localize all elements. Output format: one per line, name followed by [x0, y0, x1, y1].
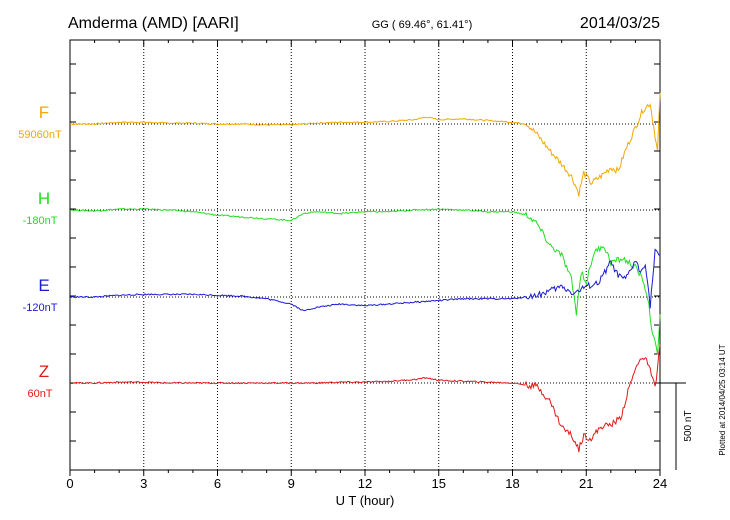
x-tick-label: 0 — [66, 476, 73, 491]
series-name-z: Z — [39, 362, 49, 381]
series-baseline-value-z: 60nT — [27, 388, 52, 400]
geographic-coordinates: GG ( 69.46°, 61.41°) — [372, 19, 473, 31]
series-baseline-value-f: 59060nT — [18, 129, 62, 141]
plot-frame — [69, 39, 661, 471]
x-tick-label: 21 — [579, 476, 593, 491]
x-axis: 0 3 6 9 12 15 18 21 24 — [66, 40, 667, 491]
series-baselines — [70, 123, 660, 384]
series-name-e: E — [38, 276, 49, 295]
x-tick-label: 12 — [358, 476, 372, 491]
plot-date: 2014/03/25 — [580, 15, 660, 32]
series-line-h — [69, 207, 661, 355]
station-title: Amderma (AMD) [AARI] — [68, 15, 239, 32]
scale-bar-label: 500 nT — [683, 410, 694, 441]
series-baseline-value-e: -120nT — [23, 302, 58, 314]
series-labels: F 59060nT H -180nT E -120nT Z 60nT — [18, 103, 62, 400]
x-tick-label: 9 — [288, 476, 295, 491]
x-tick-label: 3 — [140, 476, 147, 491]
series-lines — [69, 92, 661, 453]
grid-lines — [143, 40, 587, 470]
series-line-f — [69, 92, 661, 197]
series-name-f: F — [39, 103, 49, 122]
y-ticks — [70, 63, 660, 442]
series-baseline-value-h: -180nT — [23, 215, 58, 227]
series-line-z — [69, 344, 661, 453]
plotted-timestamp: Plotted at 2014/04/25 03:14 UT — [718, 344, 727, 455]
x-tick-label: 15 — [432, 476, 446, 491]
x-tick-label: 6 — [214, 476, 221, 491]
x-tick-label: 18 — [505, 476, 519, 491]
series-name-h: H — [38, 189, 50, 208]
x-axis-label: U T (hour) — [336, 493, 395, 508]
series-line-e — [69, 248, 661, 312]
x-tick-label: 24 — [653, 476, 667, 491]
